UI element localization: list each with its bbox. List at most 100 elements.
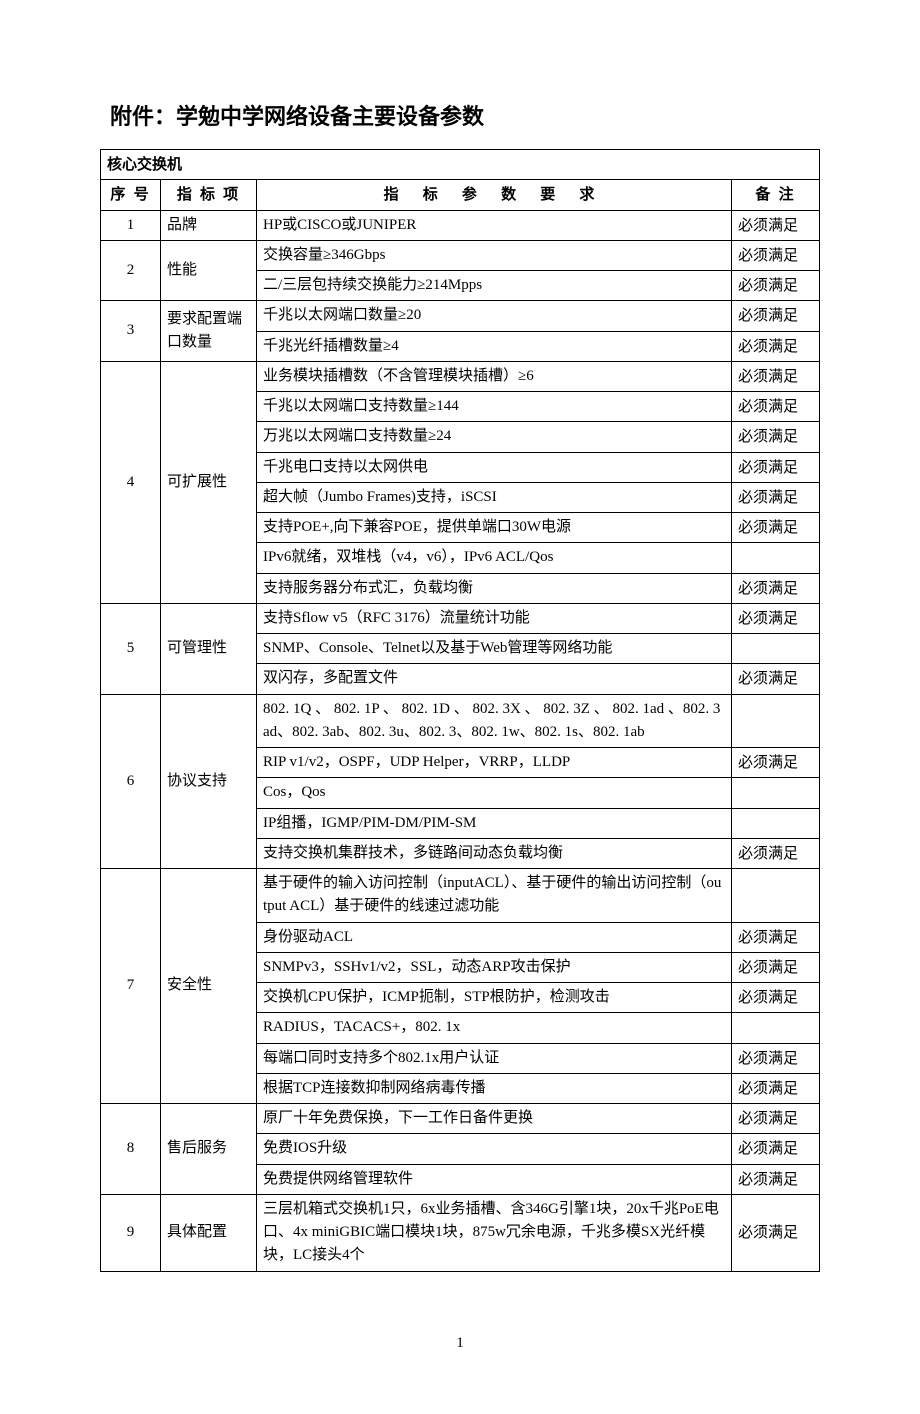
cell-note <box>731 543 819 573</box>
cell-note: 必须满足 <box>731 1043 819 1073</box>
cell-note: 必须满足 <box>731 392 819 422</box>
cell-param: HP或CISCO或JUNIPER <box>257 210 732 240</box>
cell-note: 必须满足 <box>731 983 819 1013</box>
cell-param: 交换机CPU保护，ICMP扼制，STP根防护，检测攻击 <box>257 983 732 1013</box>
cell-note: 必须满足 <box>731 1164 819 1194</box>
table-row: 7安全性基于硬件的输入访问控制（inputACL）、基于硬件的输出访问控制（ou… <box>101 869 820 923</box>
cell-note: 必须满足 <box>731 1194 819 1271</box>
cell-param: IP组播，IGMP/PIM-DM/PIM-SM <box>257 808 732 838</box>
cell-item: 要求配置端口数量 <box>161 301 257 362</box>
cell-param: 双闪存，多配置文件 <box>257 664 732 694</box>
cell-item: 安全性 <box>161 869 257 1104</box>
cell-param: SNMP、Console、Telnet以及基于Web管理等网络功能 <box>257 634 732 664</box>
cell-param: 业务模块插槽数（不含管理模块插槽）≥6 <box>257 361 732 391</box>
cell-param: RADIUS，TACACS+，802. 1x <box>257 1013 732 1043</box>
cell-item: 可管理性 <box>161 603 257 694</box>
cell-param: 802. 1Q 、 802. 1P 、 802. 1D 、 802. 3X 、 … <box>257 694 732 748</box>
cell-param: 支持Sflow v5（RFC 3176）流量统计功能 <box>257 603 732 633</box>
cell-note: 必须满足 <box>731 422 819 452</box>
cell-note: 必须满足 <box>731 301 819 331</box>
cell-seq: 9 <box>101 1194 161 1271</box>
table-row: 9具体配置三层机箱式交换机1只，6x业务插槽、含346G引擎1块，20x千兆Po… <box>101 1194 820 1271</box>
cell-param: 每端口同时支持多个802.1x用户认证 <box>257 1043 732 1073</box>
cell-note: 必须满足 <box>731 210 819 240</box>
cell-note: 必须满足 <box>731 361 819 391</box>
cell-note: 必须满足 <box>731 748 819 778</box>
cell-seq: 4 <box>101 361 161 603</box>
cell-item: 具体配置 <box>161 1194 257 1271</box>
cell-note: 必须满足 <box>731 331 819 361</box>
cell-note: 必须满足 <box>731 1104 819 1134</box>
cell-param: 超大帧（Jumbo Frames)支持，iSCSI <box>257 482 732 512</box>
cell-item: 性能 <box>161 240 257 301</box>
cell-note <box>731 808 819 838</box>
cell-note <box>731 634 819 664</box>
cell-note: 必须满足 <box>731 1134 819 1164</box>
cell-param: 免费提供网络管理软件 <box>257 1164 732 1194</box>
cell-note: 必须满足 <box>731 271 819 301</box>
cell-param: 三层机箱式交换机1只，6x业务插槽、含346G引擎1块，20x千兆PoE电口、4… <box>257 1194 732 1271</box>
cell-param: 二/三层包持续交换能力≥214Mpps <box>257 271 732 301</box>
cell-param: 支持交换机集群技术，多链路间动态负载均衡 <box>257 838 732 868</box>
cell-note <box>731 694 819 748</box>
cell-param: 千兆以太网端口数量≥20 <box>257 301 732 331</box>
header-param: 指 标 参 数 要 求 <box>257 180 732 210</box>
cell-param: SNMPv3，SSHv1/v2，SSL，动态ARP攻击保护 <box>257 952 732 982</box>
cell-param: 免费IOS升级 <box>257 1134 732 1164</box>
cell-param: Cos，Qos <box>257 778 732 808</box>
cell-param: 千兆以太网端口支持数量≥144 <box>257 392 732 422</box>
cell-note: 必须满足 <box>731 922 819 952</box>
section-title-row: 核心交换机 <box>101 150 820 180</box>
header-row: 序 号指 标 项指 标 参 数 要 求备 注 <box>101 180 820 210</box>
cell-param: 支持服务器分布式汇，负载均衡 <box>257 573 732 603</box>
cell-note: 必须满足 <box>731 603 819 633</box>
table-row: 8售后服务原厂十年免费保换，下一工作日备件更换必须满足 <box>101 1104 820 1134</box>
cell-param: RIP v1/v2，OSPF，UDP Helper，VRRP，LLDP <box>257 748 732 778</box>
cell-note: 必须满足 <box>731 240 819 270</box>
cell-item: 售后服务 <box>161 1104 257 1195</box>
section-title: 核心交换机 <box>101 150 820 180</box>
table-row: 1品牌HP或CISCO或JUNIPER必须满足 <box>101 210 820 240</box>
table-row: 2性能交换容量≥346Gbps必须满足 <box>101 240 820 270</box>
table-row: 3要求配置端口数量千兆以太网端口数量≥20必须满足 <box>101 301 820 331</box>
cell-note: 必须满足 <box>731 664 819 694</box>
header-item: 指 标 项 <box>161 180 257 210</box>
cell-param: 身份驱动ACL <box>257 922 732 952</box>
cell-item: 协议支持 <box>161 694 257 869</box>
cell-seq: 2 <box>101 240 161 301</box>
cell-param: 千兆光纤插槽数量≥4 <box>257 331 732 361</box>
cell-param: 原厂十年免费保换，下一工作日备件更换 <box>257 1104 732 1134</box>
cell-param: IPv6就绪，双堆栈（v4，v6），IPv6 ACL/Qos <box>257 543 732 573</box>
table-row: 5可管理性支持Sflow v5（RFC 3176）流量统计功能必须满足 <box>101 603 820 633</box>
header-seq: 序 号 <box>101 180 161 210</box>
page-number: 1 <box>100 1332 820 1355</box>
cell-param: 交换容量≥346Gbps <box>257 240 732 270</box>
cell-note: 必须满足 <box>731 573 819 603</box>
header-note: 备 注 <box>731 180 819 210</box>
cell-note <box>731 869 819 923</box>
cell-note: 必须满足 <box>731 513 819 543</box>
cell-note: 必须满足 <box>731 482 819 512</box>
cell-param: 基于硬件的输入访问控制（inputACL）、基于硬件的输出访问控制（output… <box>257 869 732 923</box>
cell-param: 万兆以太网端口支持数量≥24 <box>257 422 732 452</box>
cell-note: 必须满足 <box>731 952 819 982</box>
cell-seq: 6 <box>101 694 161 869</box>
cell-note <box>731 1013 819 1043</box>
cell-seq: 1 <box>101 210 161 240</box>
cell-param: 千兆电口支持以太网供电 <box>257 452 732 482</box>
table-row: 4可扩展性业务模块插槽数（不含管理模块插槽）≥6必须满足 <box>101 361 820 391</box>
cell-seq: 8 <box>101 1104 161 1195</box>
page-title: 附件：学勉中学网络设备主要设备参数 <box>110 100 820 133</box>
cell-param: 根据TCP连接数抑制网络病毒传播 <box>257 1073 732 1103</box>
cell-seq: 5 <box>101 603 161 694</box>
cell-item: 可扩展性 <box>161 361 257 603</box>
cell-seq: 7 <box>101 869 161 1104</box>
cell-param: 支持POE+,向下兼容POE，提供单端口30W电源 <box>257 513 732 543</box>
cell-note: 必须满足 <box>731 838 819 868</box>
table-row: 6协议支持802. 1Q 、 802. 1P 、 802. 1D 、 802. … <box>101 694 820 748</box>
cell-note <box>731 778 819 808</box>
spec-table: 核心交换机序 号指 标 项指 标 参 数 要 求备 注1品牌HP或CISCO或J… <box>100 149 820 1272</box>
cell-note: 必须满足 <box>731 1073 819 1103</box>
cell-item: 品牌 <box>161 210 257 240</box>
cell-note: 必须满足 <box>731 452 819 482</box>
